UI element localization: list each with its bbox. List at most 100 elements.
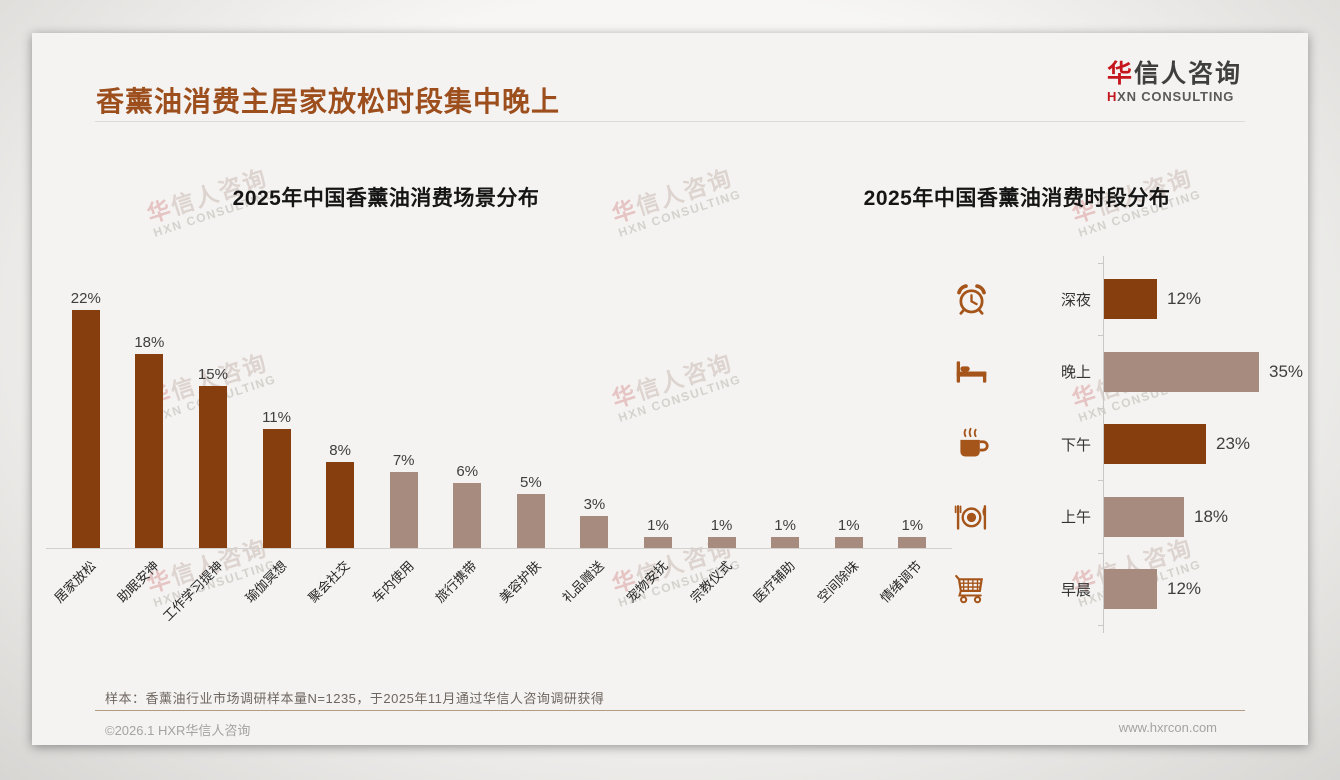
scene-bar	[516, 494, 545, 548]
scene-bar-column: 7%	[372, 452, 436, 548]
scene-bar	[898, 537, 927, 548]
time-bar-value-label: 18%	[1194, 506, 1229, 526]
scene-category-tick: 医疗辅助	[750, 549, 817, 644]
footer: ©2026.1 HXR华信人咨询 www.hxrcon.com	[105, 720, 1217, 739]
scene-bar-column: 22%	[54, 290, 118, 548]
scene-category-label: 车内使用	[369, 558, 417, 606]
time-distribution-chart: 深夜 12% 晚上 35% 下午 23% 上午 18% 早晨 12%	[953, 256, 1307, 633]
scene-category-label: 美容护肤	[496, 558, 544, 606]
scene-bar-column: 8%	[308, 442, 372, 548]
time-bar-value-label: 23%	[1216, 434, 1251, 454]
scene-bar	[643, 537, 672, 548]
scene-bar	[71, 310, 100, 548]
scene-category-label: 旅行携带	[432, 558, 480, 606]
time-category-label: 晚上	[1060, 364, 1091, 382]
scene-bar-column: 1%	[690, 517, 754, 548]
scene-bar-column: 1%	[753, 517, 817, 548]
scene-bar-value-label: 7%	[392, 452, 415, 469]
logo-chinese-name: 华信人咨询	[1106, 60, 1242, 88]
scene-bar-value-label: 15%	[197, 366, 228, 383]
bed-icon	[953, 353, 993, 390]
time-bar-area: 18%	[1098, 480, 1307, 553]
scene-category-tick: 情绪调节	[878, 549, 945, 644]
scene-chart-category-axis: 居家放松 助眠安神 工作学习提神 瑜伽冥想 聚会社交 车内使用 旅行携带 美容护肤 礼品赠送 宠物…	[46, 549, 952, 644]
scene-bar-value-label: 1%	[837, 517, 860, 534]
logo-english-name: HXN CONSULTING	[1106, 88, 1235, 104]
scene-bar-column: 1%	[881, 517, 945, 548]
page-title: 香薰油消费主居家放松时段集中晚上	[96, 86, 561, 117]
scene-bar-value-label: 5%	[519, 474, 542, 491]
scene-bar-value-label: 1%	[647, 517, 669, 534]
scene-category-label: 宗教仪式	[686, 558, 735, 606]
alarm-clock-icon	[953, 281, 993, 318]
time-axis-extension-bottom	[1103, 625, 1104, 633]
time-bar-area: 12%	[1098, 552, 1307, 626]
time-category-label: 下午	[1060, 436, 1091, 454]
scene-chart-plot-area: 22% 18% 15% 11% 8% 7% 6% 5% 3% 1% 1% 1% 1% 1%	[46, 261, 952, 549]
scene-bar-value-label: 8%	[329, 442, 351, 459]
dining-icon	[953, 498, 993, 535]
scene-bar-value-label: 3%	[583, 496, 606, 513]
scene-bar	[834, 537, 863, 548]
scene-category-label: 助眠安神	[114, 558, 163, 606]
scene-bar-value-label: 11%	[262, 409, 291, 426]
time-chart-title: 2025年中国香薰油消费时段分布	[863, 187, 1171, 210]
scene-bar-value-label: 1%	[774, 517, 796, 534]
scene-bar	[389, 472, 418, 548]
scene-bar-column: 5%	[499, 474, 563, 548]
scene-category-label: 空间除味	[814, 558, 862, 606]
time-chart-row: 上午 18%	[953, 480, 1307, 553]
scene-category-tick: 工作学习提神	[160, 549, 245, 644]
scene-category-tick: 瑜伽冥想	[242, 549, 309, 644]
scene-bar	[453, 483, 482, 548]
scene-category-tick: 礼品赠送	[560, 549, 627, 644]
time-chart-row: 深夜 12%	[953, 262, 1307, 336]
time-category-label: 早晨	[1060, 581, 1091, 599]
time-bar	[1104, 424, 1206, 465]
footer-divider	[95, 710, 1245, 711]
time-bar	[1104, 496, 1184, 537]
time-bar	[1104, 279, 1157, 320]
scene-bar-value-label: 1%	[901, 517, 924, 534]
scene-category-label: 瑜伽冥想	[241, 558, 290, 606]
company-logo: 华信人咨询 HXN CONSULTING	[1107, 60, 1242, 104]
scene-distribution-chart: 22% 18% 15% 11% 8% 7% 6% 5% 3% 1% 1% 1% 1% 1% 居家放松 助眠安…	[46, 261, 952, 644]
time-bar-value-label: 35%	[1269, 361, 1304, 381]
time-bar	[1104, 351, 1259, 392]
time-bar-value-label: 12%	[1167, 289, 1202, 309]
sample-note: 样本：香薰油行业市场调研样本量N=1235，于2025年11月通过华信人咨询调研…	[105, 691, 605, 706]
scene-category-label: 宠物安抚	[623, 558, 671, 606]
website-url: www.hxrcon.com	[1118, 720, 1217, 735]
scene-category-tick: 车内使用	[369, 549, 436, 644]
scene-category-label: 聚会社交	[305, 558, 353, 606]
time-bar-area: 12%	[1098, 262, 1307, 336]
scene-category-label: 礼品赠送	[559, 558, 608, 606]
scene-bar-column: 11%	[245, 409, 309, 548]
scene-category-tick: 宗教仪式	[687, 549, 754, 644]
time-axis-extension-top	[1103, 256, 1104, 263]
scene-category-tick: 美容护肤	[496, 549, 563, 644]
scene-bar-column: 18%	[118, 334, 182, 548]
copyright-text: ©2026.1 HXR华信人咨询	[105, 723, 251, 738]
time-chart-row: 下午 23%	[953, 407, 1307, 481]
scene-bar	[580, 516, 609, 548]
scene-bar-column: 1%	[626, 517, 690, 548]
time-chart-row: 早晨 12%	[953, 552, 1307, 626]
scene-bar	[326, 462, 355, 548]
scene-category-tick: 居家放松	[51, 549, 118, 644]
hot-drink-icon	[953, 426, 993, 463]
scene-bar	[198, 386, 227, 548]
scene-bar-column: 6%	[435, 463, 499, 548]
scene-bar	[135, 354, 164, 548]
scene-chart-title: 2025年中国香薰油消费场景分布	[232, 187, 540, 210]
report-slide: 华信人咨询 HXN CONSULTING 华信人咨询 HXN CONSULTING 华信…	[32, 33, 1308, 745]
time-bar-area: 35%	[1098, 335, 1307, 408]
scene-bar-column: 3%	[563, 496, 627, 548]
scene-bar-value-label: 1%	[710, 517, 733, 534]
scene-category-label: 医疗辅助	[750, 558, 798, 606]
time-chart-plot-area: 深夜 12% 晚上 35% 下午 23% 上午 18% 早晨 12%	[953, 256, 1307, 633]
time-chart-row: 晚上 35%	[953, 335, 1307, 408]
scene-bar-value-label: 18%	[134, 334, 165, 351]
scene-category-label: 居家放松	[51, 558, 99, 606]
scene-bar-column: 15%	[181, 366, 245, 548]
